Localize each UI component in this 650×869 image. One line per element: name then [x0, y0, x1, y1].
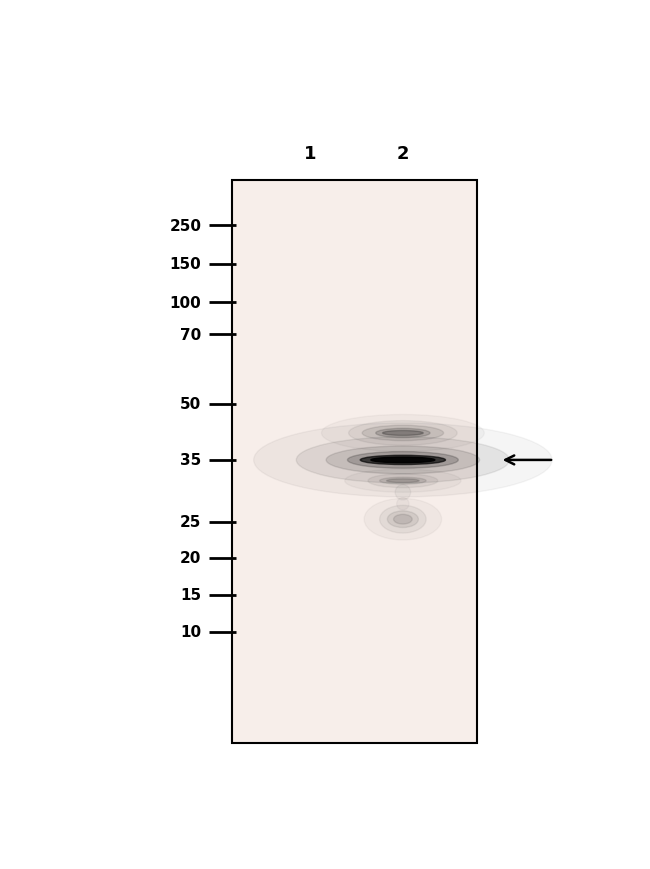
Ellipse shape — [326, 447, 480, 474]
Text: 10: 10 — [180, 625, 202, 640]
Text: 35: 35 — [180, 453, 202, 468]
Text: 1: 1 — [304, 145, 316, 163]
Ellipse shape — [383, 431, 423, 436]
Text: 25: 25 — [180, 514, 202, 529]
Ellipse shape — [360, 455, 445, 465]
Ellipse shape — [371, 458, 435, 463]
Ellipse shape — [380, 478, 426, 485]
Bar — [233, 182, 476, 743]
Ellipse shape — [362, 426, 443, 441]
Ellipse shape — [387, 480, 419, 483]
Text: 2: 2 — [396, 145, 409, 163]
Ellipse shape — [348, 452, 458, 468]
Text: 100: 100 — [170, 295, 202, 310]
Ellipse shape — [380, 506, 426, 534]
Ellipse shape — [368, 474, 437, 488]
Ellipse shape — [387, 511, 419, 527]
Text: 20: 20 — [180, 551, 202, 566]
Ellipse shape — [376, 428, 430, 438]
Text: 15: 15 — [180, 587, 202, 602]
Text: 150: 150 — [170, 256, 202, 272]
Ellipse shape — [296, 437, 510, 483]
Ellipse shape — [348, 421, 457, 446]
Text: 50: 50 — [180, 397, 202, 412]
Text: 250: 250 — [170, 218, 202, 233]
Text: 70: 70 — [180, 328, 202, 342]
Ellipse shape — [393, 514, 412, 525]
